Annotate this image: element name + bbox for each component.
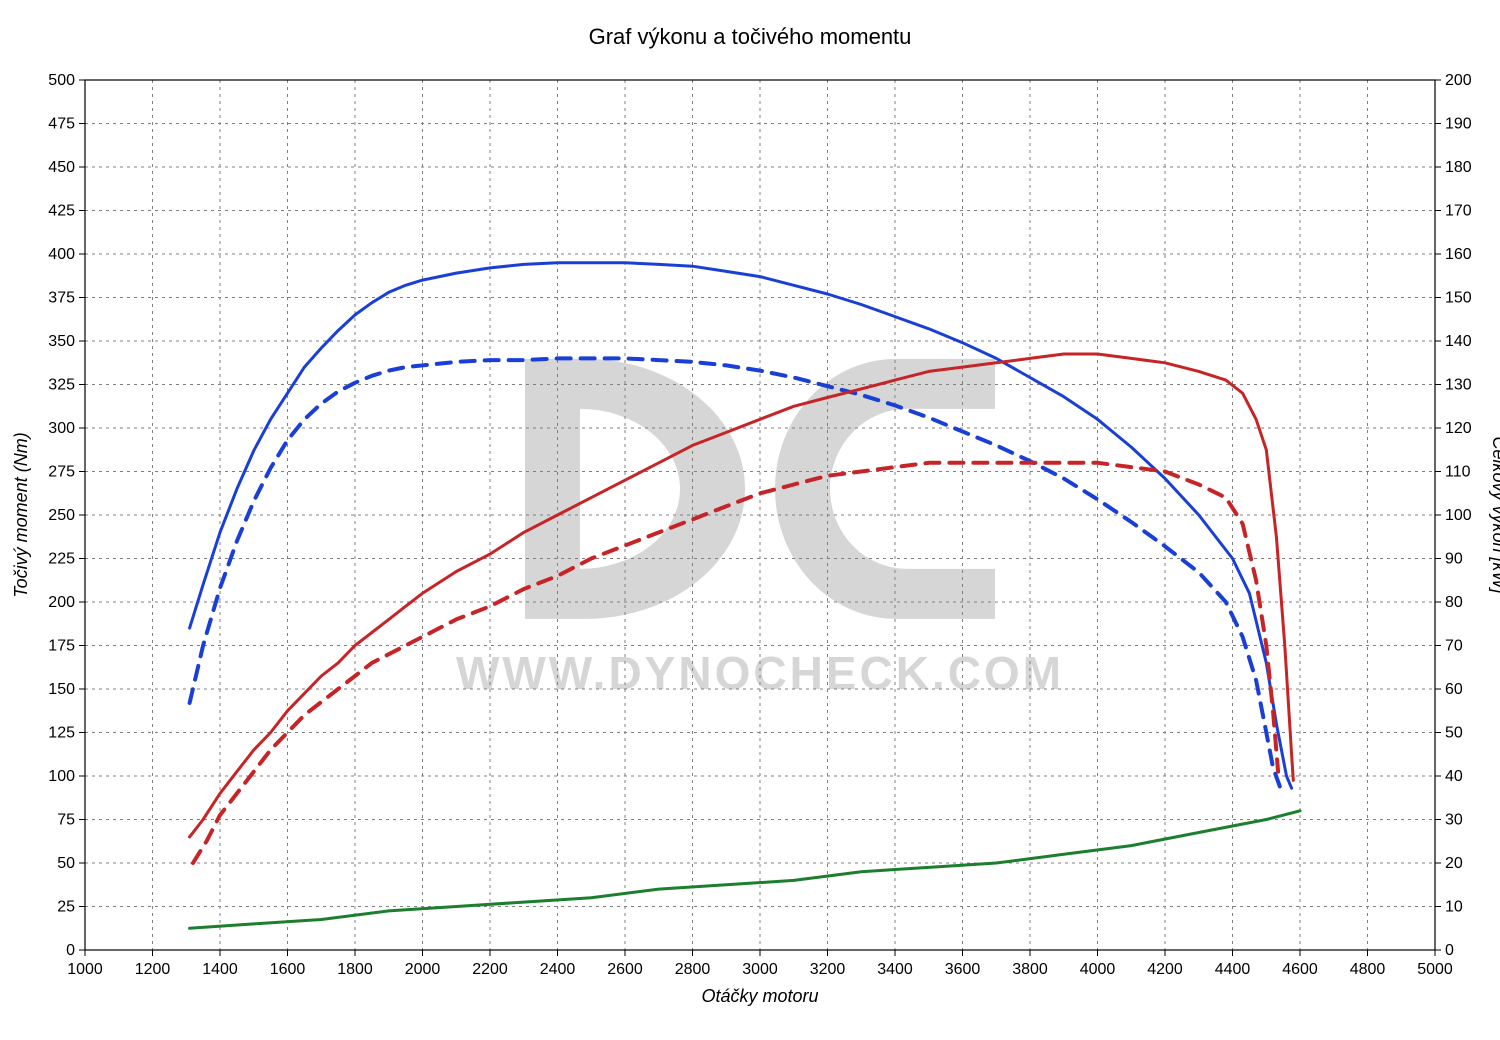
svg-text:150: 150	[48, 681, 75, 698]
svg-text:3200: 3200	[810, 961, 846, 978]
svg-text:2000: 2000	[405, 961, 441, 978]
svg-text:170: 170	[1445, 203, 1472, 220]
svg-text:30: 30	[1445, 812, 1463, 829]
svg-text:400: 400	[48, 246, 75, 263]
svg-text:250: 250	[48, 507, 75, 524]
svg-text:1200: 1200	[135, 961, 171, 978]
svg-text:180: 180	[1445, 159, 1472, 176]
svg-text:40: 40	[1445, 768, 1463, 785]
svg-text:Točivý moment (Nm): Točivý moment (Nm)	[11, 432, 31, 597]
svg-text:125: 125	[48, 725, 75, 742]
svg-text:110: 110	[1445, 464, 1471, 481]
svg-text:120: 120	[1445, 420, 1472, 437]
svg-text:275: 275	[48, 464, 75, 481]
svg-text:190: 190	[1445, 116, 1472, 133]
svg-text:Celkový výkon [kW]: Celkový výkon [kW]	[1489, 436, 1500, 594]
svg-text:3600: 3600	[945, 961, 981, 978]
svg-text:4400: 4400	[1215, 961, 1251, 978]
svg-text:4800: 4800	[1350, 961, 1386, 978]
svg-text:2800: 2800	[675, 961, 711, 978]
svg-text:3800: 3800	[1012, 961, 1048, 978]
svg-text:300: 300	[48, 420, 75, 437]
svg-text:175: 175	[48, 638, 75, 655]
svg-text:2400: 2400	[540, 961, 576, 978]
svg-text:70: 70	[1445, 638, 1463, 655]
svg-text:475: 475	[48, 116, 75, 133]
svg-text:10: 10	[1445, 899, 1463, 916]
svg-text:500: 500	[48, 72, 75, 89]
svg-text:200: 200	[48, 594, 75, 611]
svg-text:2200: 2200	[472, 961, 508, 978]
svg-text:60: 60	[1445, 681, 1463, 698]
svg-text:140: 140	[1445, 333, 1472, 350]
svg-text:350: 350	[48, 333, 75, 350]
svg-text:0: 0	[1445, 942, 1454, 959]
svg-text:25: 25	[57, 899, 75, 916]
svg-text:90: 90	[1445, 551, 1463, 568]
svg-text:100: 100	[1445, 507, 1472, 524]
svg-text:1600: 1600	[270, 961, 306, 978]
svg-text:4000: 4000	[1080, 961, 1116, 978]
dyno-chart: Graf výkonu a točivého momentu WWW.DYNOC…	[0, 0, 1500, 1040]
svg-text:1000: 1000	[67, 961, 103, 978]
chart-title: Graf výkonu a točivého momentu	[0, 24, 1500, 50]
svg-text:1800: 1800	[337, 961, 373, 978]
svg-text:0: 0	[66, 942, 75, 959]
chart-svg: WWW.DYNOCHECK.COM10001200140016001800200…	[0, 0, 1500, 1040]
svg-text:425: 425	[48, 203, 75, 220]
svg-text:100: 100	[48, 768, 75, 785]
svg-text:5000: 5000	[1417, 961, 1453, 978]
svg-text:225: 225	[48, 551, 75, 568]
svg-text:160: 160	[1445, 246, 1472, 263]
svg-text:150: 150	[1445, 290, 1472, 307]
svg-text:75: 75	[57, 812, 75, 829]
svg-text:2600: 2600	[607, 961, 643, 978]
svg-text:Otáčky motoru: Otáčky motoru	[701, 986, 818, 1006]
svg-text:80: 80	[1445, 594, 1463, 611]
svg-text:4600: 4600	[1282, 961, 1318, 978]
svg-text:3000: 3000	[742, 961, 778, 978]
svg-text:375: 375	[48, 290, 75, 307]
svg-text:130: 130	[1445, 377, 1472, 394]
svg-text:50: 50	[57, 855, 75, 872]
svg-text:450: 450	[48, 159, 75, 176]
svg-text:325: 325	[48, 377, 75, 394]
svg-text:4200: 4200	[1147, 961, 1183, 978]
svg-text:200: 200	[1445, 72, 1472, 89]
svg-text:50: 50	[1445, 725, 1463, 742]
svg-text:20: 20	[1445, 855, 1463, 872]
svg-text:1400: 1400	[202, 961, 238, 978]
svg-text:3400: 3400	[877, 961, 913, 978]
